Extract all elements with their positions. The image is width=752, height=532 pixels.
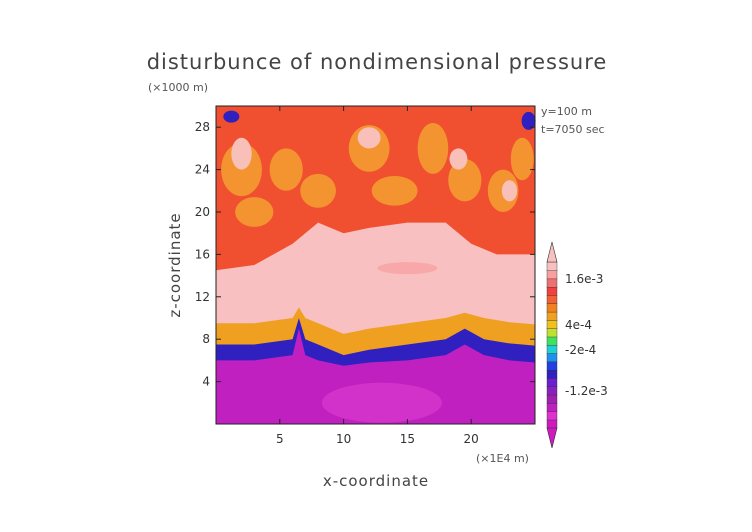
y-tick-label-3: 16 (195, 247, 210, 261)
colorbar-arrow-top (546, 241, 558, 263)
field-patch-2 (449, 148, 468, 170)
colorbar-swatch-10 (546, 336, 558, 346)
annotation-y: y=100 m (541, 105, 592, 118)
field-blob-5 (448, 159, 482, 202)
field-core-pink (377, 262, 438, 275)
colorbar-swatch-18 (546, 270, 558, 280)
colorbar-swatch-7 (546, 361, 558, 371)
x-axis-title: x-coordinate (323, 472, 429, 490)
y-axis: 4 8 12 16 20 24 28 (195, 120, 535, 389)
colorbar-swatch-12 (546, 319, 558, 329)
plot-frame (215, 105, 536, 425)
field-blob-8 (371, 175, 418, 206)
colorbar-label-1: 4e-4 (565, 318, 592, 332)
y-axis-title: z-coordinate (166, 212, 184, 317)
y-tick-label-6: 28 (195, 120, 210, 134)
colorbar-swatch-3 (546, 394, 558, 404)
colorbar-swatch-16 (546, 286, 558, 296)
colorbar-swatch-14 (546, 303, 558, 313)
colorbar-swatch-13 (546, 311, 558, 321)
colorbar-label-2: -2e-4 (565, 343, 596, 357)
colorbar-swatch-11 (546, 328, 558, 338)
x-unit-label: (×1E4 m) (476, 452, 529, 465)
field-patch-3 (501, 180, 518, 202)
colorbar-swatch-5 (546, 378, 558, 388)
field-patch-1 (357, 127, 381, 149)
x-tick-label-1: 10 (336, 432, 351, 446)
y-tick-label-2: 12 (195, 290, 210, 304)
x-tick-label-2: 15 (400, 432, 415, 446)
colorbar-swatch-4 (546, 386, 558, 396)
colorbar-swatch-17 (546, 278, 558, 288)
field-blob-0 (221, 143, 262, 197)
x-tick-label-3: 20 (464, 432, 479, 446)
colorbar-swatch-1 (546, 411, 558, 421)
y-unit-label: (×1000 m) (148, 81, 208, 94)
x-tick-label-0: 5 (276, 432, 284, 446)
field-core-blue-right (521, 111, 536, 130)
contour-layer-3 (216, 328, 535, 424)
y-tick-label-0: 4 (202, 375, 210, 389)
colorbar-swatch-8 (546, 353, 558, 363)
field-patch-0 (231, 137, 252, 170)
field-blob-9 (510, 137, 534, 181)
colorbar-swatch-2 (546, 402, 558, 412)
plot-area (216, 106, 536, 424)
y-tick-label-4: 20 (195, 205, 210, 219)
x-axis: 5 10 15 20 (276, 106, 479, 446)
colorbar-swatch-6 (546, 369, 558, 379)
field-blob-4 (417, 122, 449, 174)
colorbar-label-3: -1.2e-3 (565, 384, 608, 398)
chart-title: disturbunce of nondimensional pressure (147, 50, 608, 74)
field-core-blue-left (223, 110, 240, 123)
field-blob-1 (269, 148, 303, 191)
colorbar-swatch-9 (546, 344, 558, 354)
field-blob-7 (235, 197, 274, 227)
colorbar-label-0: 1.6e-3 (565, 272, 603, 286)
colorbar-swatch-0 (546, 419, 558, 429)
annotation-t: t=7050 sec (541, 123, 605, 136)
y-tick-label-1: 8 (202, 332, 210, 346)
field-core-magenta (321, 382, 442, 423)
colorbar-arrow-bottom (546, 427, 558, 449)
colorbar-swatch-19 (546, 261, 558, 271)
y-tick-label-5: 24 (195, 163, 210, 177)
field-blob-2 (300, 173, 336, 208)
colorbar: 1.6e-3 4e-4 -2e-4 -1.2e-3 (546, 241, 608, 449)
colorbar-swatch-15 (546, 295, 558, 305)
